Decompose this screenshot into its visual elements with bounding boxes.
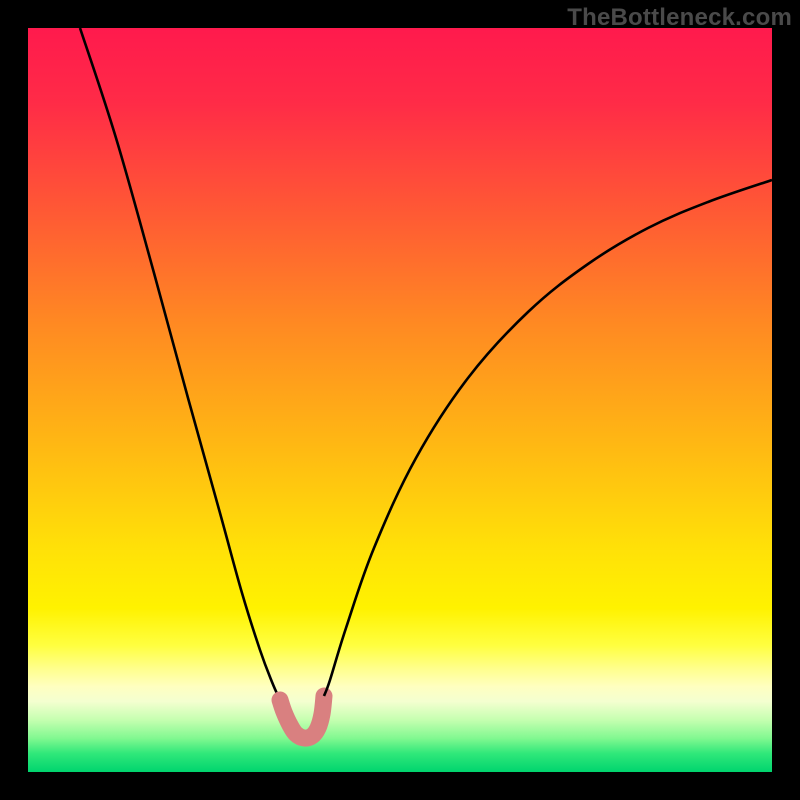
plot-area: [28, 28, 772, 772]
curve-left: [80, 28, 280, 700]
trough: [280, 696, 324, 738]
watermark-text: TheBottleneck.com: [567, 4, 792, 32]
curve-right: [324, 180, 772, 696]
bottleneck-curve: [28, 28, 772, 772]
chart-frame: TheBottleneck.com: [0, 0, 800, 800]
